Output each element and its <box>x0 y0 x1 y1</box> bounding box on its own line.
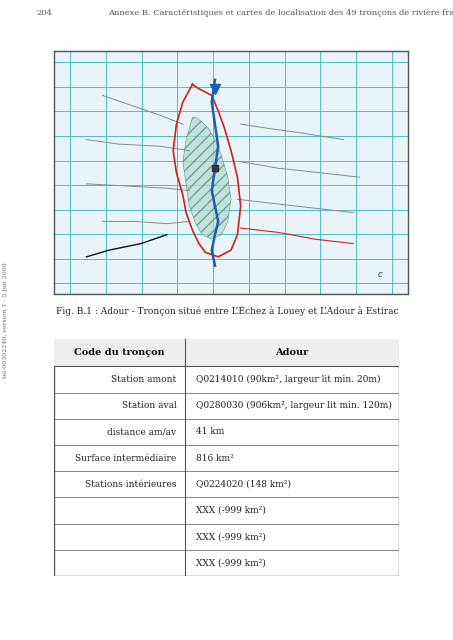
Text: XXX (-999 km²): XXX (-999 km²) <box>196 532 265 541</box>
Text: Q0280030 (906km², largeur lit min. 120m): Q0280030 (906km², largeur lit min. 120m) <box>196 401 391 410</box>
Text: Annexe B. Caractéristiques et cartes de localisation des 49 tronçons de rivière : Annexe B. Caractéristiques et cartes de … <box>108 9 453 17</box>
Text: Q0224020 (148 km²): Q0224020 (148 km²) <box>196 480 290 489</box>
Text: XXX (-999 km²): XXX (-999 km²) <box>196 559 265 568</box>
Text: 816 km²: 816 km² <box>196 454 233 463</box>
Text: Surface intermédiaire: Surface intermédiaire <box>75 454 177 463</box>
Text: 204: 204 <box>36 9 52 17</box>
Text: Code du tronçon: Code du tronçon <box>74 348 165 357</box>
Text: Station amont: Station amont <box>111 375 177 384</box>
Text: Station aval: Station aval <box>122 401 177 410</box>
Text: c: c <box>377 270 382 279</box>
Text: Adour: Adour <box>275 348 308 357</box>
Polygon shape <box>183 118 231 239</box>
Text: Stations intérieures: Stations intérieures <box>85 480 177 489</box>
Text: 41 km: 41 km <box>196 428 224 436</box>
Text: Q0214010 (90km², largeur lit min. 20m): Q0214010 (90km², largeur lit min. 20m) <box>196 375 380 384</box>
Text: tel-00302240, version 1 - 5 Jun 2009: tel-00302240, version 1 - 5 Jun 2009 <box>3 262 8 378</box>
Text: Fig. B.1 : Adour - Tronçon situé entre L’Échez à Louey et L’Adour à Estirac: Fig. B.1 : Adour - Tronçon situé entre L… <box>56 305 399 316</box>
Text: distance am/av: distance am/av <box>107 428 177 436</box>
Bar <box>54 339 399 367</box>
Text: XXX (-999 km²): XXX (-999 km²) <box>196 506 265 515</box>
